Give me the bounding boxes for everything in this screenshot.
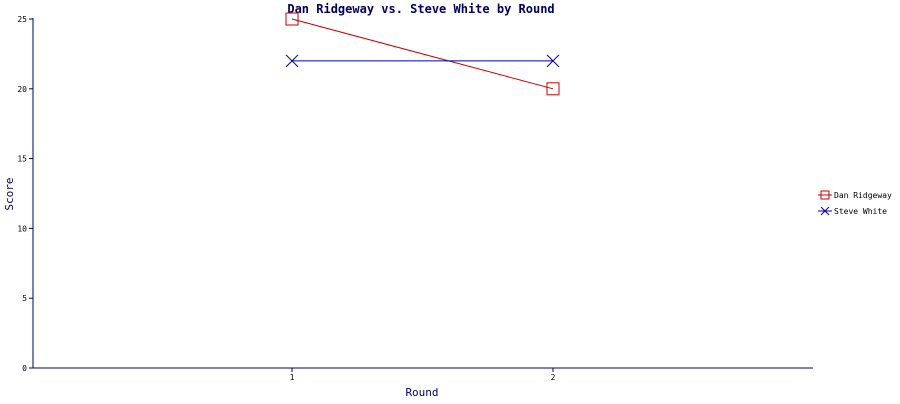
y-axis-label: Score — [3, 177, 16, 210]
y-tick-label: 10 — [17, 224, 27, 233]
data-point-dan-ridgeway — [546, 82, 560, 96]
y-tick-label: 5 — [22, 294, 27, 303]
data-point-steve-white — [546, 54, 560, 68]
axes: 0 5 10 15 20 25 1 2 — [17, 15, 813, 382]
legend-marker-steve-white — [820, 206, 830, 216]
y-tick-label: 15 — [17, 155, 27, 164]
legend-label-steve-white: Steve White — [834, 207, 887, 216]
legend-label-dan-ridgeway: Dan Ridgeway — [834, 191, 892, 200]
chart-title: Dan Ridgeway vs. Steve White by Round — [287, 2, 554, 16]
x-tick-label: 1 — [290, 373, 295, 382]
legend: Dan Ridgeway Steve White — [818, 190, 892, 216]
x-tick-label: 2 — [551, 373, 556, 382]
data-point-steve-white — [285, 54, 299, 68]
data-point-dan-ridgeway — [285, 12, 299, 26]
legend-marker-dan-ridgeway — [820, 190, 830, 200]
series-group — [285, 12, 560, 96]
x-axis-label: Round — [405, 386, 438, 399]
y-tick-label: 20 — [17, 85, 27, 94]
y-tick-label: 25 — [17, 15, 27, 24]
series-line-dan-ridgeway — [291, 18, 554, 90]
y-tick-label: 0 — [22, 364, 27, 373]
